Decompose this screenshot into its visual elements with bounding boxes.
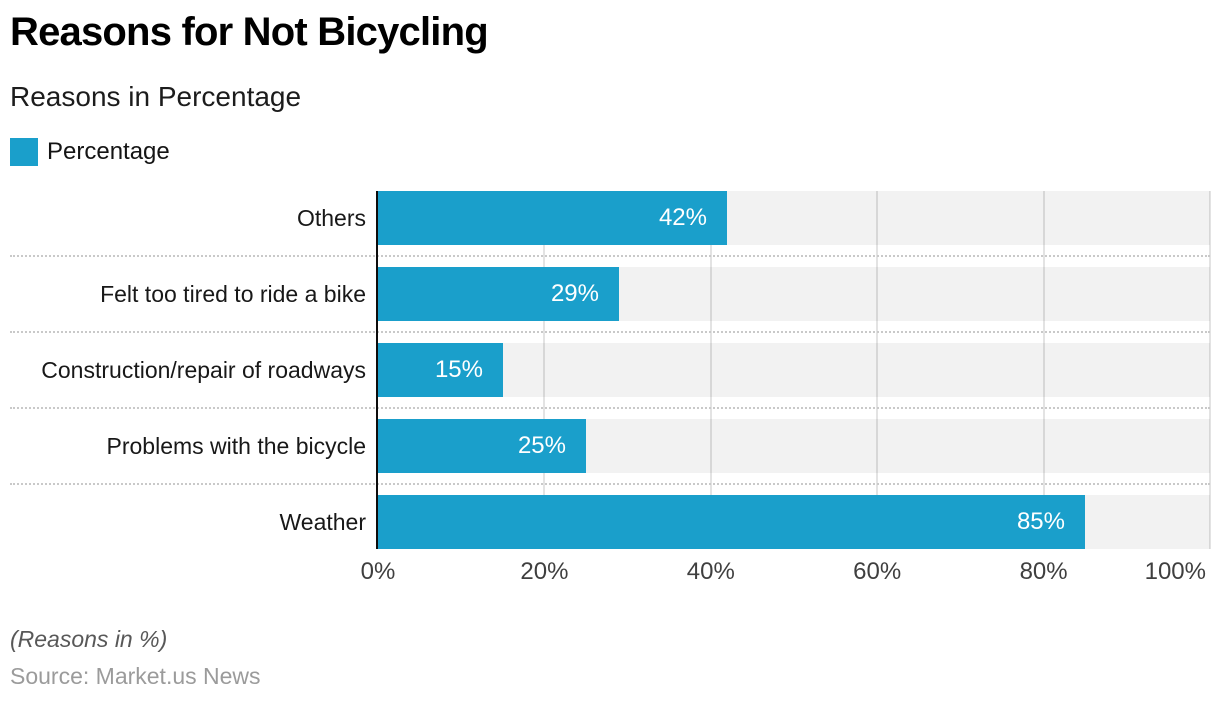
x-tick-label: 60% <box>853 558 902 585</box>
row-separator <box>10 407 1210 409</box>
bar-value-label: 42% <box>658 204 707 231</box>
bar-value-label: 25% <box>517 432 566 459</box>
x-tick-label: 100% <box>1144 558 1206 585</box>
chart-title: Reasons for Not Bicycling <box>10 10 489 54</box>
category-label: Problems with the bicycle <box>106 433 367 459</box>
source-credit: Source: Market.us News <box>10 663 261 689</box>
bar-value-label: 15% <box>434 356 483 383</box>
x-tick-label: 40% <box>686 558 735 585</box>
row-separator <box>10 483 1210 485</box>
category-label: Construction/repair of roadways <box>41 357 366 383</box>
bar: 25% <box>378 419 586 473</box>
bar-value-label: 85% <box>1016 508 1065 535</box>
x-tick-label: 80% <box>1019 558 1068 585</box>
bar-chart-plot-area: Others 42% Felt too tired to ride a bike 29… <box>0 191 1220 549</box>
row-separator <box>10 331 1210 333</box>
x-axis: 0% 20% 40% 60% 80% 100% <box>0 556 1220 588</box>
x-tick-label: 0% <box>360 558 396 585</box>
bar-row: Construction/repair of roadways 15% <box>0 343 1220 397</box>
category-label: Felt too tired to ride a bike <box>100 281 366 307</box>
bar-row: Problems with the bicycle 25% <box>0 419 1220 473</box>
bar: 15% <box>378 343 503 397</box>
bar-value-label: 29% <box>550 280 599 307</box>
chart-subtitle: Reasons in Percentage <box>10 81 302 112</box>
bar: 85% <box>378 495 1085 549</box>
legend-swatch-icon <box>10 138 38 166</box>
category-label: Others <box>296 205 366 231</box>
bar-row: Felt too tired to ride a bike 29% <box>0 267 1220 321</box>
bar-row: Others 42% <box>0 191 1220 245</box>
bar-track <box>378 343 1210 397</box>
footnote: (Reasons in %) <box>10 626 168 652</box>
category-label: Weather <box>279 509 366 535</box>
bar: 42% <box>378 191 727 245</box>
x-tick-label: 20% <box>520 558 569 585</box>
bar: 29% <box>378 267 619 321</box>
row-separator <box>10 255 1210 257</box>
legend-item-percentage[interactable]: Percentage <box>10 138 170 166</box>
y-axis-line <box>376 191 378 549</box>
bar-row: Weather 85% <box>0 495 1220 549</box>
legend-label: Percentage <box>47 138 170 165</box>
